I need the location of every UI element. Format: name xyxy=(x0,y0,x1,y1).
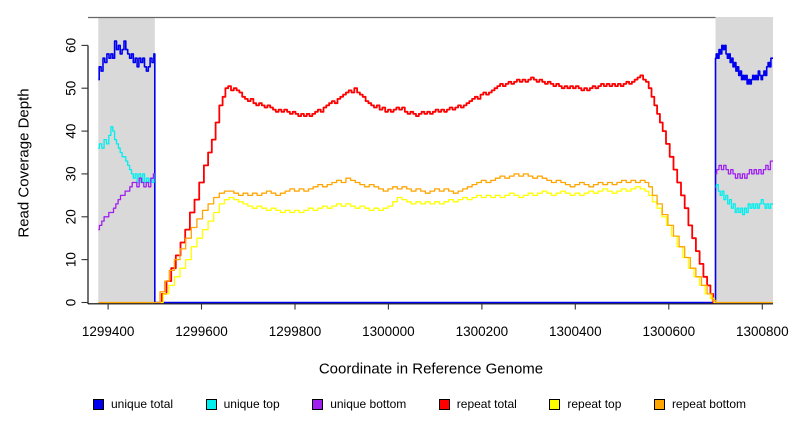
legend-label: unique top xyxy=(223,397,280,411)
y-tick-label: 60 xyxy=(64,38,79,53)
y-tick-label: 30 xyxy=(64,166,79,181)
series-line-unique-total xyxy=(98,40,774,304)
x-tick-label: 1299600 xyxy=(175,324,228,339)
legend-label: repeat top xyxy=(567,397,622,411)
series-line-repeat-top xyxy=(160,186,716,304)
legend-swatch-repeat-bottom xyxy=(653,398,665,410)
series-line-unique-bottom xyxy=(98,173,155,231)
y-axis-title: Read Coverage Depth xyxy=(15,88,33,238)
legend-swatch-unique-top xyxy=(205,398,217,410)
legend-label: repeat total xyxy=(456,397,517,411)
shaded-region-right xyxy=(715,17,773,304)
legend-swatch-unique-bottom xyxy=(312,398,324,410)
legend-item-unique-total: unique total xyxy=(93,397,173,411)
y-tick-label: 10 xyxy=(64,252,79,267)
legend: unique total unique top unique bottom repea… xyxy=(93,397,746,411)
legend-swatch-repeat-total xyxy=(438,398,450,410)
x-tick-label: 1300800 xyxy=(736,324,789,339)
x-tick-label: 1300400 xyxy=(549,324,602,339)
legend-label: unique bottom xyxy=(330,397,407,411)
legend-item-repeat-bottom: repeat bottom xyxy=(653,397,746,411)
legend-swatch-repeat-top xyxy=(549,398,561,410)
shaded-region-left xyxy=(98,17,155,304)
legend-label: unique total xyxy=(111,397,174,411)
x-tick-label: 1299400 xyxy=(82,324,135,339)
x-tick-label: 1300200 xyxy=(456,324,509,339)
series-line-unique-top xyxy=(715,183,773,216)
x-tick-label: 1300600 xyxy=(643,324,696,339)
x-tick-label: 1300000 xyxy=(362,324,415,339)
legend-item-repeat-top: repeat top xyxy=(549,397,621,411)
y-tick-label: 50 xyxy=(64,81,79,96)
y-tick-label: 20 xyxy=(64,209,79,224)
legend-label: repeat bottom xyxy=(671,397,746,411)
series-line-unique-bottom xyxy=(715,160,773,179)
y-tick-label: 40 xyxy=(64,124,79,139)
series-line-repeat-bottom xyxy=(98,173,773,304)
legend-item-unique-bottom: unique bottom xyxy=(312,397,406,411)
legend-swatch-unique-total xyxy=(93,398,104,410)
x-axis-title: Coordinate in Reference Genome xyxy=(318,360,544,378)
legend-item-repeat-total: repeat total xyxy=(438,397,517,411)
y-tick-label: 0 xyxy=(64,299,79,307)
legend-item-unique-top: unique top xyxy=(205,397,280,411)
x-tick-label: 1299800 xyxy=(269,324,322,339)
series-line-repeat-total xyxy=(159,74,715,304)
